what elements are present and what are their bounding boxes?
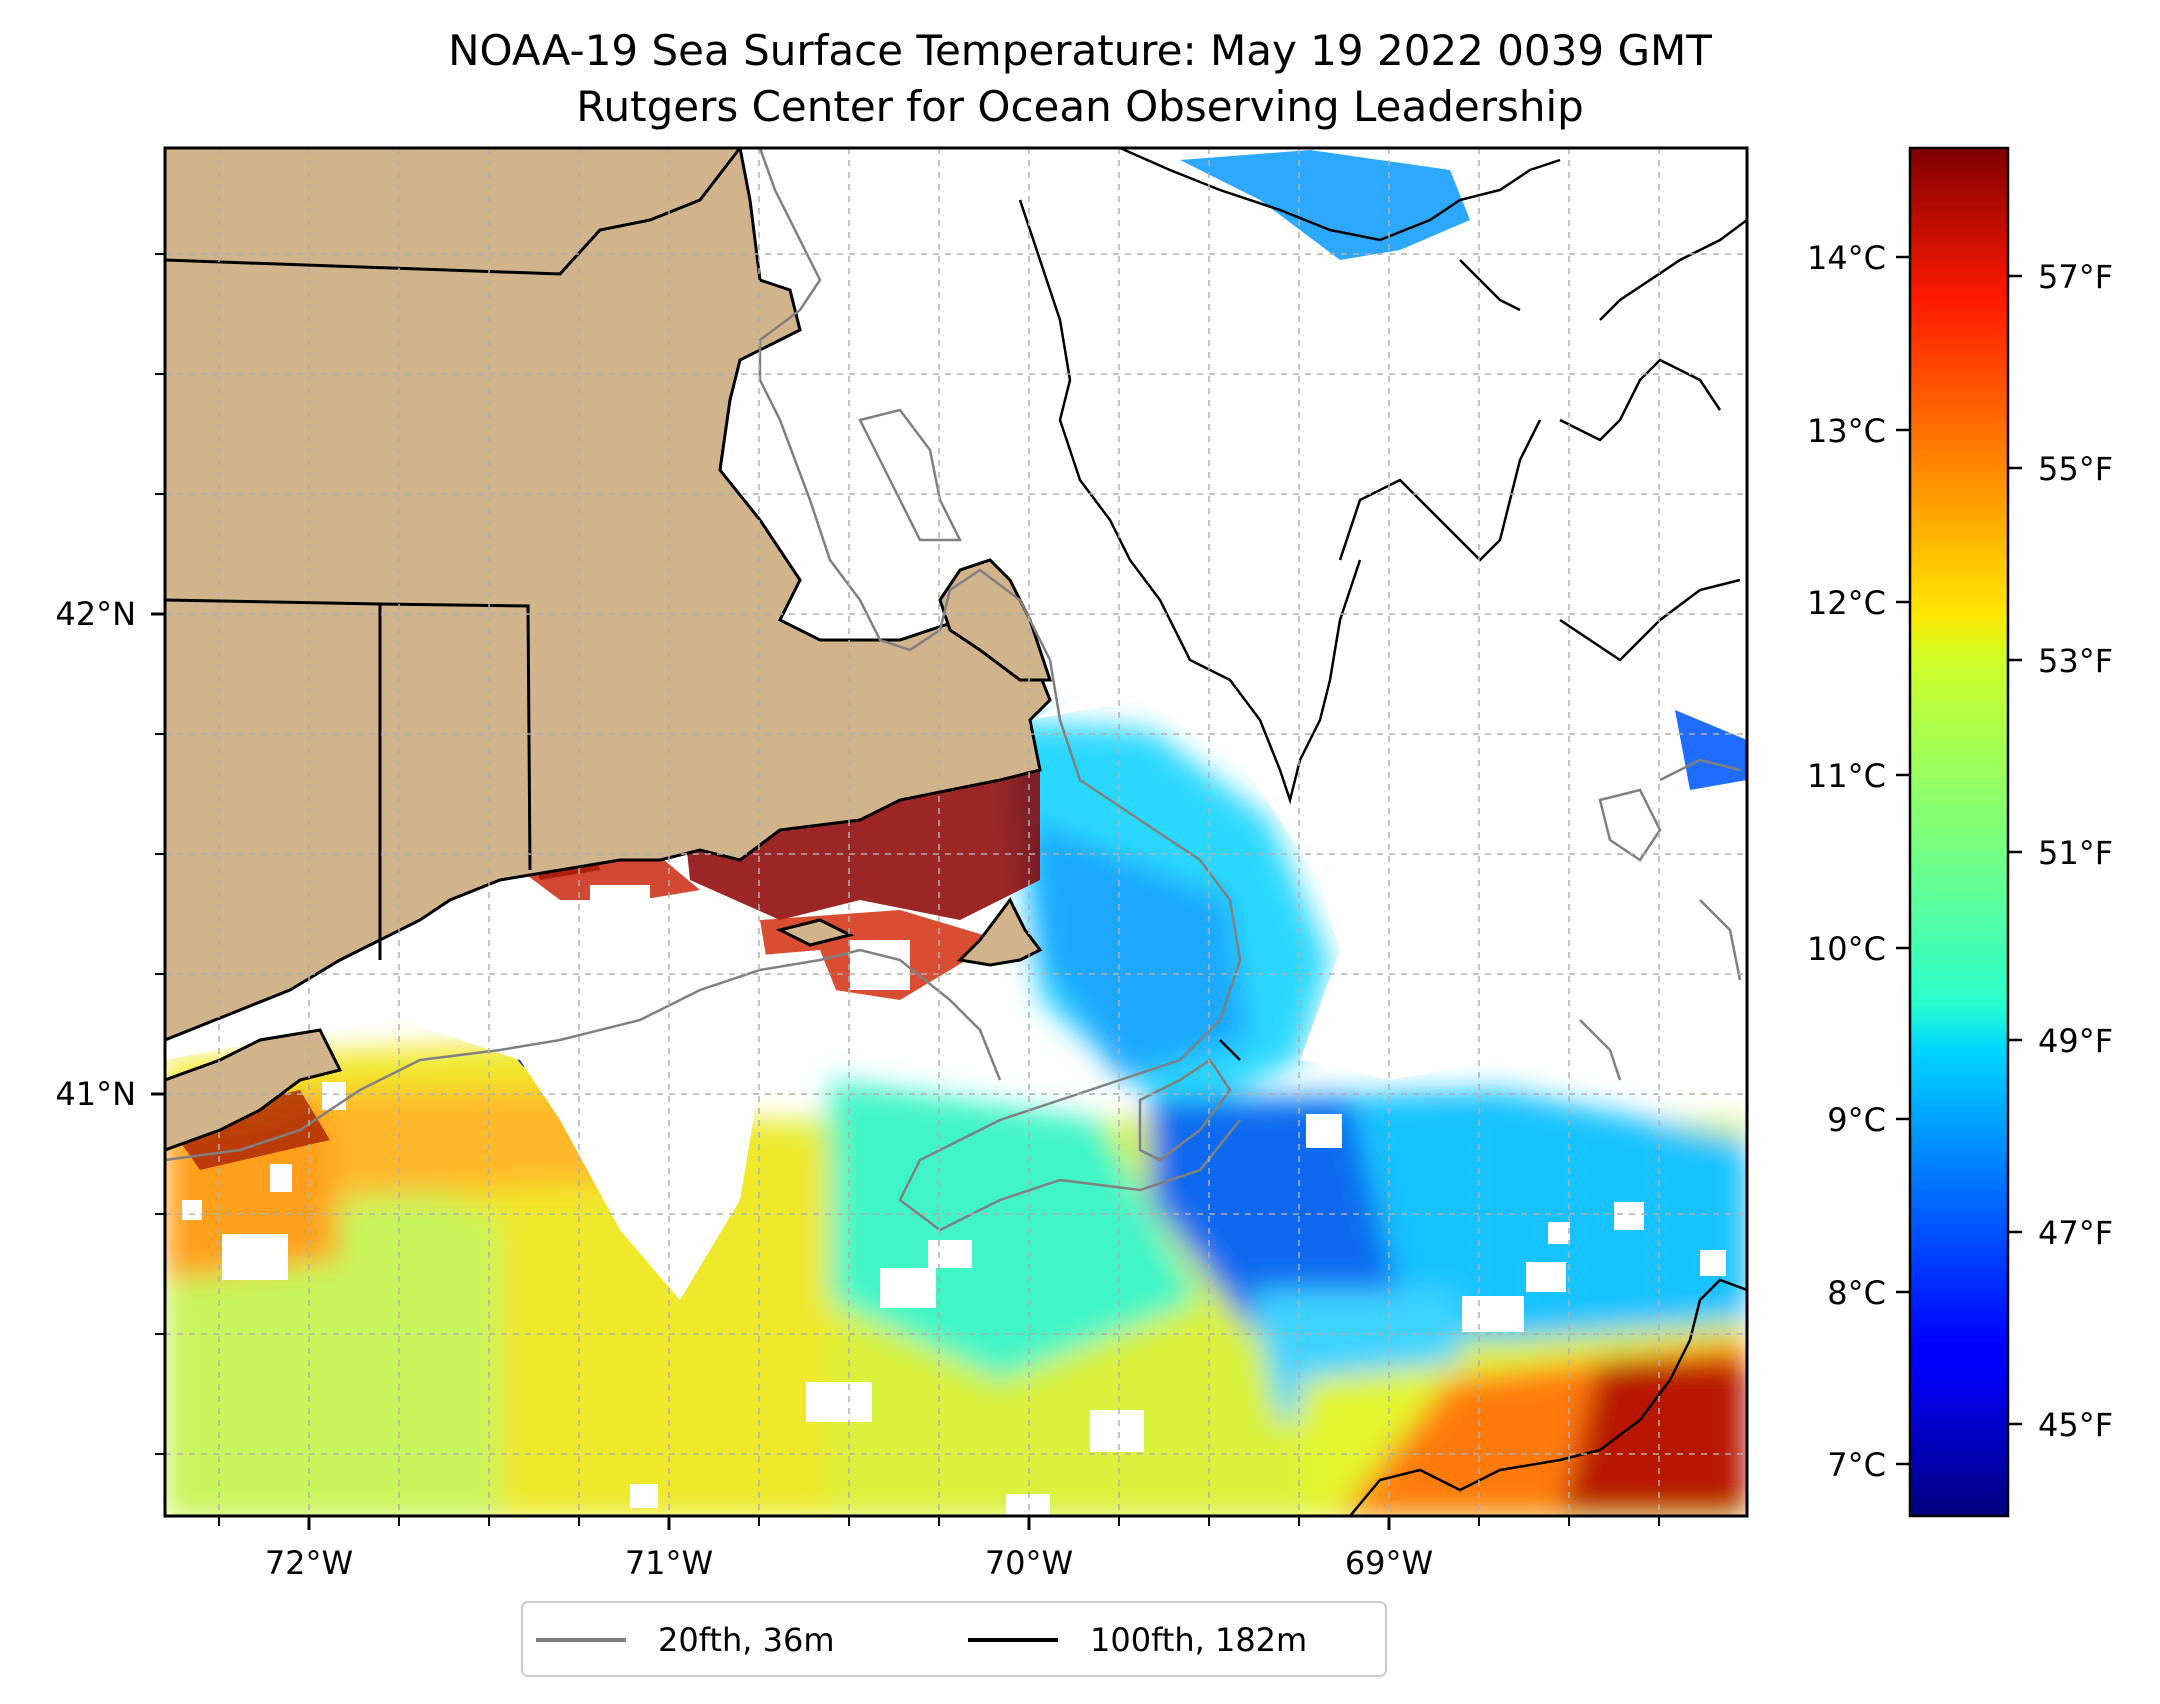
- lon-tick-label: 70°W: [985, 1544, 1073, 1582]
- celsius-tick-label: 14°C: [1807, 239, 1886, 277]
- fahrenheit-tick-label: 49°F: [2038, 1022, 2113, 1060]
- celsius-tick-label: 13°C: [1807, 412, 1886, 450]
- celsius-tick-label: 10°C: [1807, 930, 1886, 968]
- land: [165, 148, 1053, 1152]
- lon-tick-label: 72°W: [265, 1544, 353, 1582]
- contour-100fth: [1018, 148, 1747, 1516]
- state-borders: [165, 148, 742, 960]
- fahrenheit-tick-label: 47°F: [2038, 1214, 2113, 1252]
- lon-tick-label: 71°W: [625, 1544, 713, 1582]
- celsius-tick-label: 8°C: [1827, 1274, 1886, 1312]
- colorbar-gradient: [1908, 146, 2010, 1518]
- chart-subtitle: Rutgers Center for Ocean Observing Leade…: [576, 82, 1584, 131]
- legend-box: [521, 1601, 1387, 1677]
- contour-legend: 20fth, 36m 100fth, 182m: [521, 1601, 1387, 1677]
- fahrenheit-tick-label: 57°F: [2038, 258, 2113, 296]
- lon-tick-label: 69°W: [1345, 1544, 1433, 1582]
- celsius-tick-label: 9°C: [1827, 1101, 1886, 1139]
- gridlines: [165, 148, 1747, 1516]
- fahrenheit-tick-label: 55°F: [2038, 450, 2113, 488]
- fahrenheit-tick-label: 53°F: [2038, 642, 2113, 680]
- celsius-tick-label: 7°C: [1827, 1446, 1886, 1484]
- lat-tick-label: 41°N: [55, 1075, 136, 1113]
- major-ticks: [151, 612, 1391, 1530]
- fahrenheit-tick-label: 45°F: [2038, 1406, 2113, 1444]
- minor-ticks: [155, 253, 1660, 1526]
- legend-label-100fth: 100fth, 182m: [1090, 1621, 1307, 1659]
- contour-20fth: [165, 148, 1742, 1232]
- fahrenheit-tick-label: 51°F: [2038, 834, 2113, 872]
- celsius-tick-label: 11°C: [1807, 757, 1886, 795]
- map-frame: [163, 146, 1749, 1518]
- cold-patch-east: [1675, 710, 1747, 790]
- celsius-tick-label: 12°C: [1807, 584, 1886, 622]
- lat-tick-label: 42°N: [55, 595, 136, 633]
- chart-title: NOAA-19 Sea Surface Temperature: May 19 …: [448, 26, 1712, 75]
- colorbar: 14°C 13°C 12°C 11°C 10°C 9°C 8°C 7°C 57°…: [1807, 146, 2113, 1518]
- legend-label-20fth: 20fth, 36m: [658, 1621, 834, 1659]
